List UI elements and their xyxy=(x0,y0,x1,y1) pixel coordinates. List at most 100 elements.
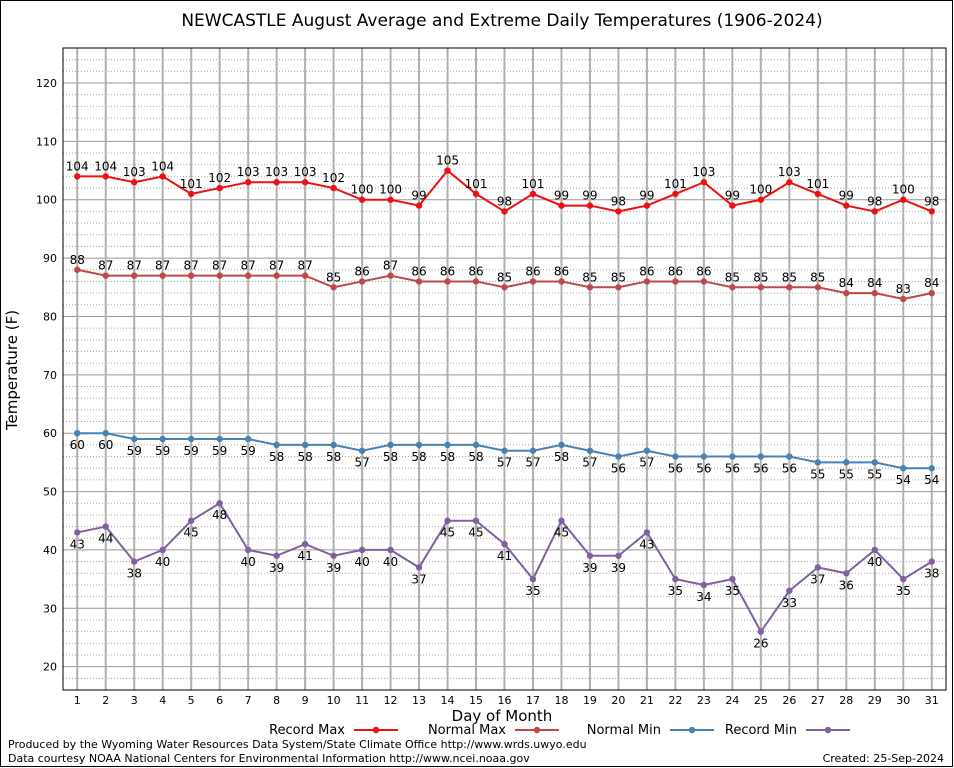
normal-min-data-label: 59 xyxy=(127,444,142,458)
normal-max-data-label: 85 xyxy=(582,270,597,284)
legend-marker-normal-min xyxy=(688,726,696,734)
record-max-point xyxy=(586,202,594,209)
record-max-point xyxy=(131,179,138,186)
normal-max-point xyxy=(358,278,366,285)
normal-min-data-label: 60 xyxy=(98,438,113,452)
record-min-point xyxy=(216,500,223,507)
normal-max-data-label: 87 xyxy=(212,259,227,273)
normal-max-point xyxy=(586,284,594,291)
normal-min-data-label: 57 xyxy=(354,456,369,470)
normal-max-data-label: 86 xyxy=(696,264,711,278)
x-tick-label: 1 xyxy=(74,694,81,707)
x-tick-label: 6 xyxy=(216,694,223,707)
normal-max-point xyxy=(643,278,651,285)
normal-max-point xyxy=(757,284,765,291)
normal-min-point xyxy=(814,459,822,466)
y-tick-label: 40 xyxy=(43,544,57,557)
normal-min-point xyxy=(757,453,765,460)
credit-line-2: Data courtesy NOAA National Centers for … xyxy=(8,752,530,765)
x-tick-label: 16 xyxy=(498,694,512,707)
record-max-point xyxy=(643,202,651,209)
normal-min-point xyxy=(586,447,594,454)
normal-min-data-label: 58 xyxy=(297,450,312,464)
normal-max-point xyxy=(729,284,736,291)
normal-max-point xyxy=(615,284,622,291)
normal-max-data-label: 87 xyxy=(383,259,398,273)
record-max-point xyxy=(871,208,878,215)
normal-min-data-label: 56 xyxy=(668,462,683,476)
record-min-point xyxy=(444,517,451,524)
x-tick-label: 27 xyxy=(811,694,825,707)
normal-max-point xyxy=(74,266,81,273)
record-min-data-label: 36 xyxy=(839,578,854,592)
normal-min-data-label: 54 xyxy=(896,473,911,487)
x-tick-label: 11 xyxy=(355,694,369,707)
record-max-point xyxy=(444,167,451,174)
x-tick-label: 3 xyxy=(131,694,138,707)
record-min-point xyxy=(843,570,850,577)
x-tick-label: 20 xyxy=(611,694,625,707)
normal-min-data-label: 58 xyxy=(411,450,426,464)
record-max-data-label: 100 xyxy=(892,183,915,197)
record-min-point xyxy=(273,552,280,559)
y-tick-label: 110 xyxy=(36,135,57,148)
normal-max-data-label: 86 xyxy=(468,264,483,278)
normal-max-data-label: 87 xyxy=(241,259,256,273)
x-tick-label: 25 xyxy=(754,694,768,707)
record-max-data-label: 98 xyxy=(497,194,512,208)
normal-min-point xyxy=(330,441,337,449)
record-max-point xyxy=(216,184,223,192)
record-min-data-label: 40 xyxy=(241,555,256,569)
normal-min-point xyxy=(102,430,109,437)
normal-min-data-label: 58 xyxy=(326,450,341,464)
record-min-data-label: 45 xyxy=(440,526,455,540)
legend: Record Max Normal Max Normal Min Record Min xyxy=(269,723,850,738)
record-min-point xyxy=(871,546,878,554)
normal-min-data-label: 58 xyxy=(269,450,284,464)
record-max-point xyxy=(358,196,366,203)
record-min-point xyxy=(358,546,366,554)
record-min-point xyxy=(387,546,394,554)
record-max-point xyxy=(529,190,537,198)
record-min-point xyxy=(615,552,622,559)
record-max-data-label: 99 xyxy=(839,189,854,203)
x-tick-label: 31 xyxy=(925,694,939,707)
normal-max-point xyxy=(672,278,679,285)
record-min-data-label: 34 xyxy=(696,590,711,604)
record-min-data-label: 43 xyxy=(639,537,654,551)
record-min-data-label: 41 xyxy=(497,549,512,563)
normal-max-data-label: 83 xyxy=(896,282,911,296)
legend-marker-record-min xyxy=(824,726,832,734)
normal-min-data-label: 55 xyxy=(867,467,882,481)
normal-max-point xyxy=(529,278,537,285)
record-min-data-label: 26 xyxy=(753,637,768,651)
x-axis-label: Day of Month xyxy=(452,707,553,725)
normal-max-point xyxy=(244,272,252,279)
record-min-point xyxy=(672,575,679,583)
record-max-data-label: 102 xyxy=(208,171,231,185)
record-min-point xyxy=(415,564,423,571)
normal-max-point xyxy=(131,272,138,279)
normal-max-data-label: 85 xyxy=(753,270,768,284)
normal-max-data-label: 85 xyxy=(725,270,740,284)
normal-max-data-label: 85 xyxy=(810,270,825,284)
y-tick-label: 100 xyxy=(36,194,57,207)
record-min-data-label: 39 xyxy=(326,561,341,575)
normal-min-data-label: 57 xyxy=(525,456,540,470)
y-tick-label: 80 xyxy=(43,310,57,323)
x-tick-label: 5 xyxy=(188,694,195,707)
normal-max-data-label: 86 xyxy=(525,264,540,278)
record-min-data-label: 44 xyxy=(98,532,113,546)
record-max-point xyxy=(472,190,480,198)
chart-title: NEWCASTLE August Average and Extreme Dai… xyxy=(181,11,822,31)
record-max-point xyxy=(729,202,736,209)
record-max-data-label: 100 xyxy=(351,183,374,197)
normal-min-data-label: 58 xyxy=(468,450,483,464)
record-max-point xyxy=(843,202,850,209)
record-max-point xyxy=(615,208,622,215)
credit-line-1: Produced by the Wyoming Water Resources … xyxy=(8,738,587,751)
normal-min-point xyxy=(415,441,423,449)
normal-min-data-label: 59 xyxy=(241,444,256,458)
normal-max-point xyxy=(900,295,907,303)
